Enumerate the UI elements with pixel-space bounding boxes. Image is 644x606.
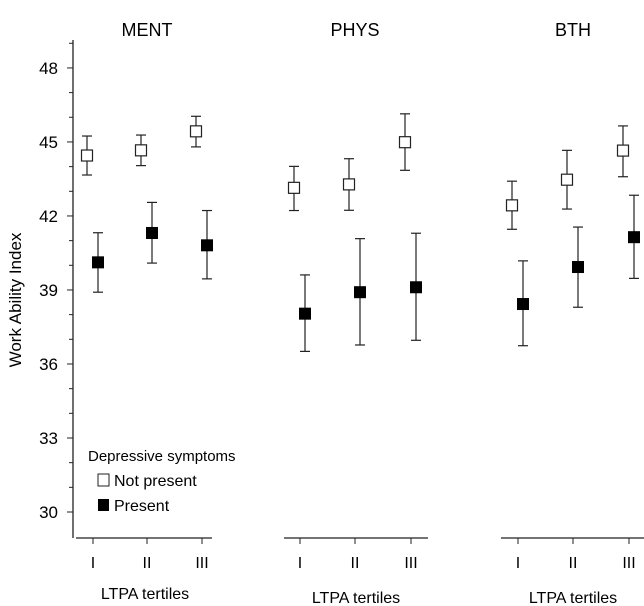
not-present-marker <box>560 173 574 186</box>
x-axis-label: LTPA tertiles <box>312 590 400 606</box>
y-axis: 30 33 36 39 42 45 48 <box>39 40 74 538</box>
not-present-point-group <box>505 180 519 230</box>
y-tick-label: 48 <box>39 59 58 78</box>
legend: Depressive symptoms Not present Present <box>88 448 236 515</box>
legend-present-label: Present <box>114 498 170 515</box>
not-present-point-group <box>342 158 356 211</box>
legend-not-present-label: Not present <box>114 473 197 490</box>
present-point-group <box>92 232 104 293</box>
not-present-marker <box>287 181 301 194</box>
legend-present-swatch <box>98 499 109 511</box>
present-point-group <box>572 226 584 308</box>
not-present-marker <box>80 149 94 162</box>
present-marker <box>92 256 104 269</box>
x-tick-label: III <box>404 555 417 572</box>
not-present-marker <box>342 178 356 191</box>
present-point-group <box>628 194 640 279</box>
present-marker <box>201 239 213 252</box>
legend-not-present-swatch <box>97 473 110 487</box>
present-marker <box>146 226 158 239</box>
present-marker <box>628 231 640 244</box>
not-present-marker <box>189 125 203 138</box>
not-present-point-group <box>398 113 412 171</box>
x-tick-label: I <box>298 555 302 572</box>
y-tick-label: 33 <box>39 429 58 448</box>
not-present-marker <box>134 144 148 157</box>
y-tick-label: 45 <box>39 133 58 152</box>
present-marker <box>410 281 422 294</box>
x-tick-label: III <box>622 555 635 572</box>
y-tick-label: 30 <box>39 503 58 522</box>
present-marker <box>354 286 366 299</box>
not-present-point-group <box>560 149 574 210</box>
present-point-group <box>201 209 213 280</box>
not-present-marker <box>505 199 519 212</box>
present-marker <box>517 298 529 311</box>
not-present-point-group <box>80 135 94 176</box>
y-tick-label: 39 <box>39 281 58 300</box>
not-present-point-group <box>287 165 301 212</box>
present-point-group <box>517 260 529 347</box>
y-axis-label: Work Ability Index <box>6 232 25 367</box>
x-tick-label: II <box>351 555 360 572</box>
present-point-group <box>299 274 311 352</box>
x-tick-label: I <box>516 555 520 572</box>
x-axis-label: LTPA tertiles <box>101 586 189 603</box>
y-tick-label: 42 <box>39 207 58 226</box>
x-tick-label: II <box>143 555 152 572</box>
panel-title: PHYS <box>330 20 379 40</box>
present-marker <box>299 307 311 320</box>
not-present-marker <box>616 144 630 157</box>
present-point-group <box>146 201 158 264</box>
panel-title: MENT <box>122 20 173 40</box>
x-tick-label: III <box>195 555 208 572</box>
not-present-point-group <box>189 115 203 148</box>
not-present-point-group <box>616 125 630 178</box>
present-point-group <box>354 238 366 346</box>
x-tick-label: I <box>91 555 95 572</box>
x-axis-label: LTPA tertiles <box>529 590 617 606</box>
present-marker <box>572 261 584 274</box>
present-point-group <box>410 232 422 341</box>
x-tick-label: II <box>569 555 578 572</box>
not-present-point-group <box>134 134 148 167</box>
not-present-marker <box>398 136 412 149</box>
y-tick-label: 36 <box>39 355 58 374</box>
legend-title: Depressive symptoms <box>88 448 236 465</box>
panel-title: BTH <box>555 20 591 40</box>
